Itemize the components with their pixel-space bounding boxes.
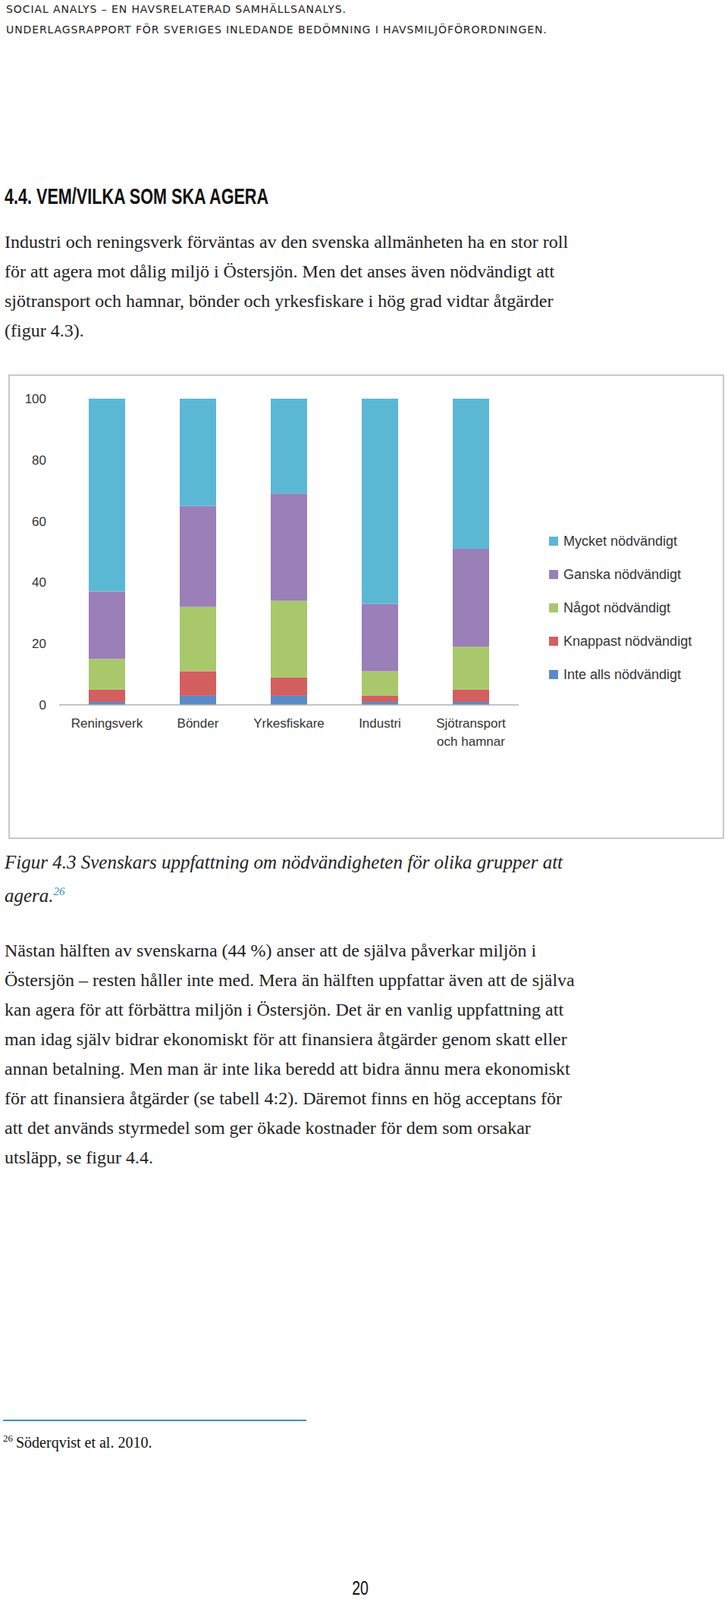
bar-segment — [88, 690, 126, 703]
bar-segment — [452, 549, 490, 647]
paragraph-line: annan betalning. Men man är inte lika be… — [4, 1054, 575, 1085]
paragraph-line: för att agera mot dålig miljö i Östersjö… — [4, 257, 568, 287]
chart-frame — [9, 375, 724, 839]
label-line: Sjötransport — [436, 716, 506, 732]
y-tick-label: 40 — [31, 575, 47, 590]
bar-segment — [270, 677, 308, 697]
y-tick-label: 0 — [39, 698, 47, 713]
x-tick-label: Reningsverk — [71, 716, 144, 732]
chart: 0 20 40 60 80 100 Reningsverk Bönder Yrkesfiskar… — [8, 374, 725, 840]
legend-label: Ganska nödvändigt — [563, 567, 681, 583]
bar-segment — [452, 646, 490, 691]
bars — [88, 398, 490, 706]
bar-segment — [179, 671, 217, 697]
bar-segment — [361, 398, 399, 605]
section-heading: 4.4. VEM/VILKA SOM SKA AGERA — [4, 183, 269, 210]
legend-swatch — [549, 536, 559, 546]
y-tick — [56, 643, 60, 645]
caption: Figur 4.3 Svenskars uppfattning om nödvä… — [4, 848, 563, 907]
y-tick — [56, 520, 60, 522]
bar-segment — [88, 398, 126, 593]
y-tick-label: 60 — [31, 514, 47, 530]
bar-segment — [179, 505, 217, 607]
paragraph-line: Östersjön – resten håller inte med. Mera… — [4, 966, 575, 996]
legend-label: Något nödvändigt — [563, 600, 671, 616]
bar-segment — [361, 696, 399, 703]
paragraph: Nästan hälften av svenskarna (44 %) anse… — [4, 936, 575, 1174]
label-line: och hamnar — [436, 734, 506, 750]
bar-segment — [361, 604, 399, 672]
paragraph: Industri och reningsverk förväntas av de… — [4, 227, 568, 346]
header-line: SOCIAL ANALYS – EN HAVSRELATERAD SAMHÄLL… — [6, 3, 347, 16]
footnote: 26Söderqvist et al. 2010. — [3, 1433, 152, 1453]
legend-swatch — [549, 603, 559, 613]
x-tick-label: Yrkesfiskare — [253, 716, 325, 732]
bar-segment — [88, 592, 126, 660]
caption-text: agera. — [4, 885, 54, 907]
footnote-text: Söderqvist et al. 2010. — [15, 1434, 152, 1452]
bar-segment — [270, 493, 308, 601]
y-tick — [56, 582, 60, 584]
paragraph-line: (figur 4.3). — [4, 316, 568, 346]
x-axis — [59, 704, 519, 707]
bar-segment — [179, 607, 217, 672]
x-tick-label: Industri — [358, 716, 402, 732]
y-tick-label: 80 — [31, 453, 47, 468]
paragraph-line: sjötransport och hamnar, bönder och yrke… — [4, 286, 568, 317]
page-number: 20 — [337, 1577, 383, 1600]
page: {"chart_data": {"type": "bar", "stacked"… — [0, 0, 728, 1600]
bar-segment — [452, 398, 490, 550]
bar-segment — [179, 398, 217, 506]
legend-label: Knappast nödvändigt — [563, 633, 692, 650]
y-tick-label: 100 — [25, 392, 47, 407]
header-line: UNDERLAGSRAPPORT FÖR SVERIGES INLEDANDE … — [6, 23, 548, 36]
paragraph-line: Nästan hälften av svenskarna (44 %) anse… — [4, 936, 575, 967]
legend-label: Inte alls nödvändigt — [563, 667, 681, 683]
bar-segment — [270, 398, 308, 494]
legend-swatch — [549, 637, 559, 647]
legend-swatch — [549, 570, 559, 580]
bar-segment — [452, 690, 490, 703]
footnote-rule — [3, 1420, 307, 1422]
footnote-ref: 26 — [53, 885, 66, 898]
bar-segment — [270, 601, 308, 678]
y-tick — [56, 398, 60, 400]
bar-segment — [270, 696, 308, 706]
legend-swatch — [549, 670, 559, 680]
paragraph-line: kan agera för att förbättra miljön i Öst… — [4, 995, 575, 1026]
caption-text: Figur 4.3 Svenskars uppfattning om nödvä… — [4, 852, 563, 873]
y-tick-label: 20 — [31, 637, 47, 652]
caption-line: agera.26 — [4, 877, 563, 907]
x-tick-label: Bönder — [177, 716, 220, 732]
bar-segment — [179, 696, 217, 706]
paragraph-line: utsläpp, se figur 4.4. — [4, 1143, 575, 1174]
x-tick-label: Sjötransport och hamnar — [436, 716, 506, 750]
bar-segment — [88, 658, 126, 690]
y-tick — [56, 459, 60, 461]
paragraph-line: för att finansiera åtgärder (se tabell 4… — [4, 1084, 575, 1114]
footnote-number: 26 — [3, 1433, 13, 1445]
paragraph-line: Industri och reningsverk förväntas av de… — [4, 227, 568, 258]
legend-label: Mycket nödvändigt — [563, 533, 678, 550]
paragraph-line: att det används styrmedel som ger ökade … — [4, 1113, 575, 1144]
y-tick — [56, 705, 60, 707]
paragraph-line: man idag själv bidrar ekonomiskt för att… — [4, 1025, 575, 1055]
bar-segment — [361, 671, 399, 697]
caption-line: Figur 4.3 Svenskars uppfattning om nödvä… — [4, 848, 563, 878]
